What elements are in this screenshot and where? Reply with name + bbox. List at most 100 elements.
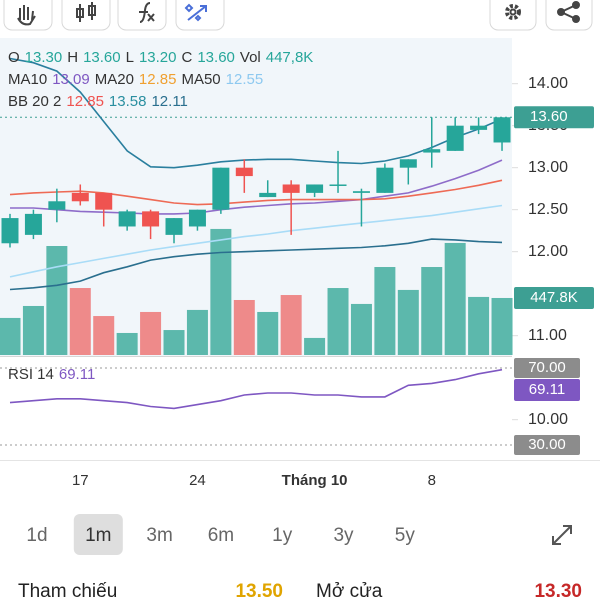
indicator-line bbox=[10, 159, 503, 215]
tool-button[interactable] bbox=[61, 0, 111, 31]
candle-body bbox=[165, 218, 183, 235]
legend-item: 13.60 bbox=[83, 49, 121, 66]
volume-label-bg bbox=[514, 286, 594, 309]
x-tick-label: 24 bbox=[189, 472, 206, 489]
candle-body bbox=[446, 125, 464, 151]
rsi-level-label: 30.00 bbox=[528, 436, 566, 453]
share-dot bbox=[572, 1, 580, 9]
volume-bar bbox=[163, 330, 185, 355]
x-tick-label: 8 bbox=[428, 472, 436, 489]
period-button[interactable]: 1y bbox=[272, 525, 293, 546]
candle-body bbox=[259, 192, 277, 198]
legend-item: 69.11 bbox=[59, 366, 95, 383]
period-button[interactable]: 3m bbox=[146, 525, 172, 546]
candle-body bbox=[142, 211, 160, 227]
legend-row: BB 20 2 12.85 13.58 12.11 bbox=[8, 93, 188, 110]
indicator-line bbox=[9, 57, 503, 169]
indicator-line bbox=[9, 238, 503, 291]
legend-item: RSI 14 bbox=[8, 366, 54, 383]
legend-item: MA20 bbox=[95, 71, 134, 88]
candle-body bbox=[1, 218, 19, 244]
volume-bar bbox=[116, 332, 138, 355]
rsi-value-bg bbox=[514, 379, 580, 402]
candle-body bbox=[95, 192, 113, 210]
candle-body bbox=[399, 159, 417, 168]
volume-bar bbox=[327, 288, 349, 355]
y-tick-label: 14.00 bbox=[528, 75, 568, 92]
legend-item: 12.85 bbox=[66, 93, 104, 110]
period-button[interactable]: 5y bbox=[395, 525, 416, 546]
tool-button[interactable] bbox=[175, 0, 225, 31]
gear-icon-center bbox=[509, 8, 517, 16]
rsi-level-bg bbox=[514, 434, 580, 455]
magic-icon bbox=[184, 3, 207, 22]
candle-icon bbox=[76, 2, 96, 22]
y-tick-label: 11.00 bbox=[528, 327, 567, 344]
volume-bar bbox=[304, 337, 326, 355]
period-button[interactable]: 3y bbox=[333, 525, 354, 546]
quote-label: Mở cửa bbox=[316, 581, 383, 600]
y-tick-label: 12.00 bbox=[528, 243, 568, 260]
volume-bar bbox=[468, 296, 490, 355]
legend-item: 12.85 bbox=[139, 71, 177, 88]
volume-label: 447.8K bbox=[530, 289, 578, 306]
selected-period-bg bbox=[73, 514, 123, 555]
hand-icon bbox=[17, 5, 36, 26]
indicator-line bbox=[9, 179, 503, 206]
quote-value: 13.30 bbox=[534, 581, 582, 600]
legend-item: H bbox=[67, 49, 78, 66]
volume-bar bbox=[22, 305, 44, 355]
legend-item: 13.60 bbox=[197, 49, 235, 66]
expand-arrow bbox=[552, 525, 572, 545]
volume-bar bbox=[140, 311, 162, 355]
candle-body bbox=[423, 149, 441, 153]
candle-body bbox=[493, 117, 511, 143]
candle-body bbox=[470, 125, 488, 130]
legend-item: 13.20 bbox=[139, 49, 177, 66]
legend-item: 13.09 bbox=[52, 71, 90, 88]
rsi-value-label: 69.11 bbox=[529, 381, 565, 398]
candle-body bbox=[212, 167, 230, 210]
volume-bar bbox=[491, 297, 513, 355]
volume-bar bbox=[69, 288, 91, 355]
volume-bar bbox=[397, 289, 419, 355]
legend-item: MA50 bbox=[181, 71, 220, 88]
last-price-bg bbox=[514, 106, 594, 129]
candle-body bbox=[352, 191, 370, 193]
candle-body bbox=[188, 209, 206, 227]
candle-body bbox=[48, 201, 66, 210]
volume-bar bbox=[444, 242, 466, 355]
rsi-level-bg bbox=[514, 358, 580, 379]
volume-bar bbox=[0, 317, 21, 355]
volume-bar bbox=[280, 295, 302, 355]
grid-layer bbox=[0, 83, 518, 446]
period-button[interactable]: 1d bbox=[26, 525, 47, 546]
rsi-level-label: 70.00 bbox=[528, 359, 566, 376]
candle-body bbox=[329, 184, 347, 186]
function-icon bbox=[139, 2, 155, 23]
legend-item: Vol bbox=[240, 49, 261, 66]
candle-body bbox=[71, 192, 89, 202]
legend-item: O bbox=[8, 49, 20, 66]
legend-item: 13.30 bbox=[25, 49, 63, 66]
legend-item: L bbox=[126, 49, 134, 66]
legend-item: MA10 bbox=[8, 71, 47, 88]
volume-bar bbox=[186, 309, 208, 355]
candle-body bbox=[306, 184, 324, 193]
quote-label: Tham chiếu bbox=[18, 581, 117, 600]
candle-layer bbox=[1, 117, 511, 248]
quote-value: 13.50 bbox=[235, 581, 283, 600]
period-button[interactable]: 1m bbox=[85, 525, 111, 546]
y-tick-label: 12.50 bbox=[528, 201, 568, 218]
volume-bar bbox=[46, 246, 68, 355]
expand-icon[interactable] bbox=[552, 525, 572, 545]
legend-item: C bbox=[182, 49, 193, 66]
tool-button[interactable] bbox=[117, 0, 167, 31]
legend-item: 12.11 bbox=[151, 93, 187, 110]
last-price-label: 13.60 bbox=[530, 108, 568, 125]
period-button[interactable]: 6m bbox=[208, 525, 234, 546]
x-tick-label: 17 bbox=[72, 472, 89, 489]
share-dot bbox=[557, 8, 565, 16]
